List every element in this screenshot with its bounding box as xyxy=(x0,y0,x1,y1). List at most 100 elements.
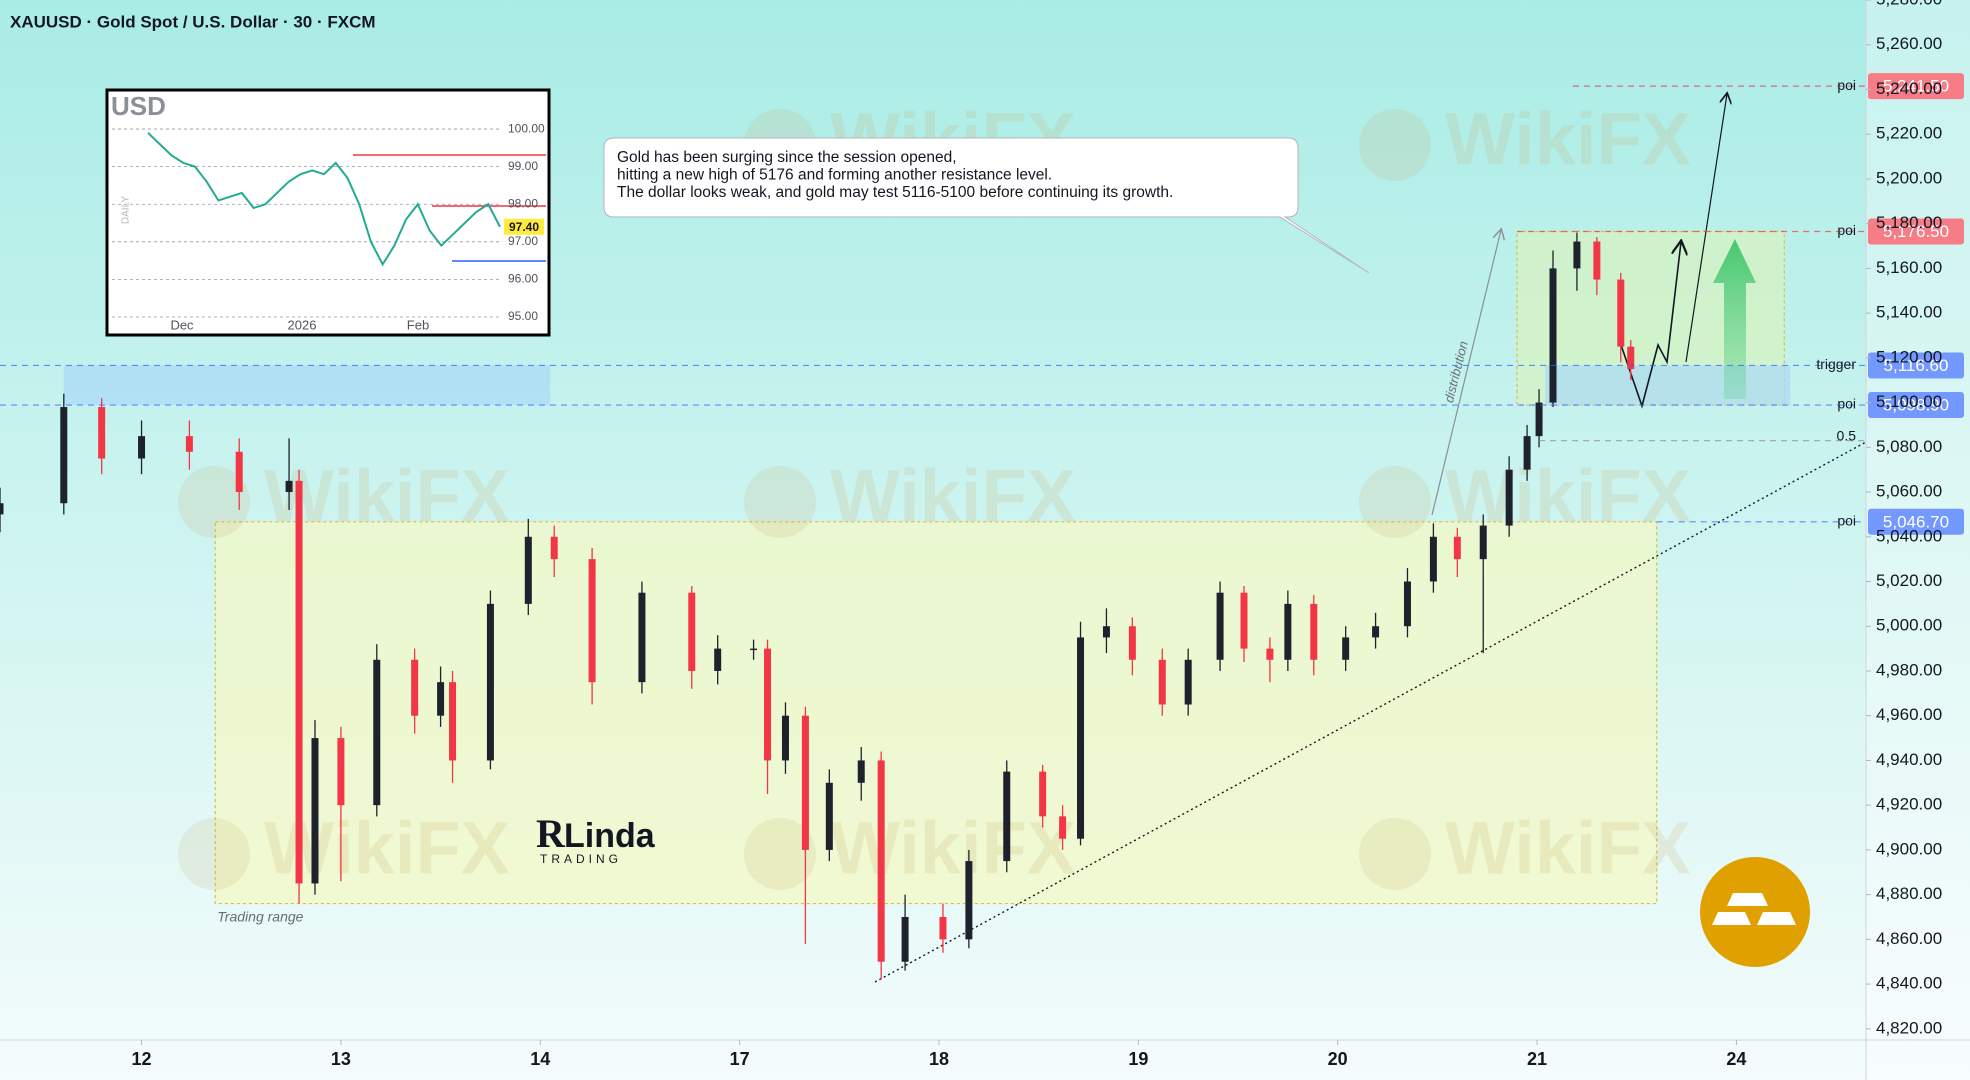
candle-body xyxy=(750,648,758,651)
y-tick-label: 4,940.00 xyxy=(1876,750,1942,769)
candle-body xyxy=(411,659,419,716)
candles xyxy=(0,232,1635,980)
logo-name: Linda xyxy=(564,817,656,855)
inset-y-tick-label: 95.00 xyxy=(508,309,538,323)
y-tick-label: 5,260.00 xyxy=(1876,34,1942,53)
candle-body xyxy=(1184,659,1192,705)
green-arrow xyxy=(1713,239,1756,399)
watermark: WikiFX xyxy=(830,807,1076,890)
candle-body xyxy=(1573,241,1581,269)
y-tick-label: 5,080.00 xyxy=(1876,437,1942,456)
candle-body xyxy=(0,503,4,515)
price-tag-label: 5,176.50 xyxy=(1883,222,1949,241)
candle-body xyxy=(939,916,947,940)
candle-body xyxy=(1266,648,1274,660)
level-label: poi xyxy=(1837,222,1856,238)
y-tick-label: 5,200.00 xyxy=(1876,168,1942,187)
candle-body xyxy=(965,861,973,940)
candle-body xyxy=(60,407,68,504)
y-tick-label: 5,220.00 xyxy=(1876,124,1942,143)
candle-body xyxy=(1342,637,1350,660)
y-tick-label: 5,240.00 xyxy=(1876,79,1942,98)
candle-body xyxy=(714,648,722,671)
candle-body xyxy=(1505,469,1513,526)
y-tick-label: 4,980.00 xyxy=(1876,660,1942,679)
x-tick-label: 21 xyxy=(1527,1049,1547,1069)
logo: R Linda TRADING xyxy=(536,811,656,866)
candle-body xyxy=(1158,659,1166,705)
inset-title: USD xyxy=(111,91,166,121)
candle-body xyxy=(877,760,885,962)
logo-mark: R xyxy=(536,811,566,856)
price-tag-label: 5,046.70 xyxy=(1883,512,1949,531)
candle-body xyxy=(901,916,909,962)
watermark: WikiFX xyxy=(830,455,1076,538)
candle-body xyxy=(437,682,445,716)
logo-sub: TRADING xyxy=(540,852,622,866)
inset-side-label: DAILY xyxy=(121,196,132,224)
price-tag xyxy=(1868,508,1964,535)
zone xyxy=(1545,365,1791,406)
candle-body xyxy=(781,715,789,761)
inset-chart: USD DAILY Dec 2026 Feb 100.00 99.00 98.00 9… xyxy=(105,88,551,337)
price-tag xyxy=(1868,352,1964,379)
y-tick-label: 5,060.00 xyxy=(1876,482,1942,501)
price-tag-label: 5,241.50 xyxy=(1883,77,1949,96)
candle-body xyxy=(550,536,558,560)
inset-frame xyxy=(105,88,551,337)
inset-x-label: 2026 xyxy=(288,317,317,332)
price-tag-label: 5,098.90 xyxy=(1883,396,1949,415)
price-tag xyxy=(1868,392,1964,419)
candle-body xyxy=(1523,436,1531,470)
y-tick-label: 5,040.00 xyxy=(1876,526,1942,545)
y-tick-label: 4,900.00 xyxy=(1876,839,1942,858)
candle-body xyxy=(1593,241,1601,280)
candle-body xyxy=(98,407,106,459)
y-tick-label: 4,820.00 xyxy=(1876,1018,1942,1037)
candle-body xyxy=(1403,581,1411,627)
candle-body xyxy=(235,451,243,493)
candle-body xyxy=(688,592,696,671)
candle-body xyxy=(1429,536,1437,582)
x-tick-label: 13 xyxy=(331,1049,351,1069)
inset-price-tag xyxy=(504,218,544,235)
candle-body xyxy=(1453,536,1461,560)
candle-body xyxy=(1310,603,1318,660)
x-tick-label: 18 xyxy=(929,1049,949,1069)
trend-line xyxy=(874,441,1867,983)
x-tick-label: 20 xyxy=(1328,1049,1348,1069)
watermark: WikiFX xyxy=(1445,807,1691,890)
y-tick-label: 5,160.00 xyxy=(1876,258,1942,277)
gold-icon xyxy=(1700,857,1810,967)
projection-path xyxy=(1619,242,1681,409)
y-tick-label: 5,280.00 xyxy=(1876,0,1942,8)
inset-y-tick-label: 96.00 xyxy=(508,272,538,286)
distribution-arrow xyxy=(1431,230,1501,516)
inset-y-tick-label: 99.00 xyxy=(508,159,538,173)
level-label: poi xyxy=(1837,512,1856,528)
inset-price-line xyxy=(147,132,501,267)
x-tick-label: 14 xyxy=(530,1049,550,1069)
candle-body xyxy=(1627,346,1635,370)
candle-body xyxy=(764,648,772,761)
level-label: 0.5 xyxy=(1837,427,1857,443)
candle-body xyxy=(1059,816,1067,839)
inset-x-label: Feb xyxy=(407,317,429,332)
price-axis-bg xyxy=(1866,0,1970,1080)
candle-body xyxy=(1535,402,1543,437)
level-label: trigger xyxy=(1816,356,1856,372)
x-tick-label: 19 xyxy=(1128,1049,1148,1069)
y-tick-label: 4,960.00 xyxy=(1876,705,1942,724)
chart-title: XAUUSD · Gold Spot / U.S. Dollar · 30 · … xyxy=(10,12,376,31)
inset-y-tick-label: 98.00 xyxy=(508,196,538,210)
zone-label: Trading range xyxy=(217,908,303,924)
y-tick-label: 5,120.00 xyxy=(1876,347,1942,366)
y-tick-label: 4,840.00 xyxy=(1876,974,1942,993)
y-tick-label: 4,860.00 xyxy=(1876,929,1942,948)
note-line: The dollar looks weak, and gold may test… xyxy=(617,184,1173,201)
y-tick-label: 4,920.00 xyxy=(1876,795,1942,814)
levels: poi 5,241.50 poi 5,176.50 trigger 5,116.60 poi… xyxy=(0,73,1964,535)
projection-line xyxy=(1685,94,1727,363)
y-tick-label: 5,000.00 xyxy=(1876,616,1942,635)
